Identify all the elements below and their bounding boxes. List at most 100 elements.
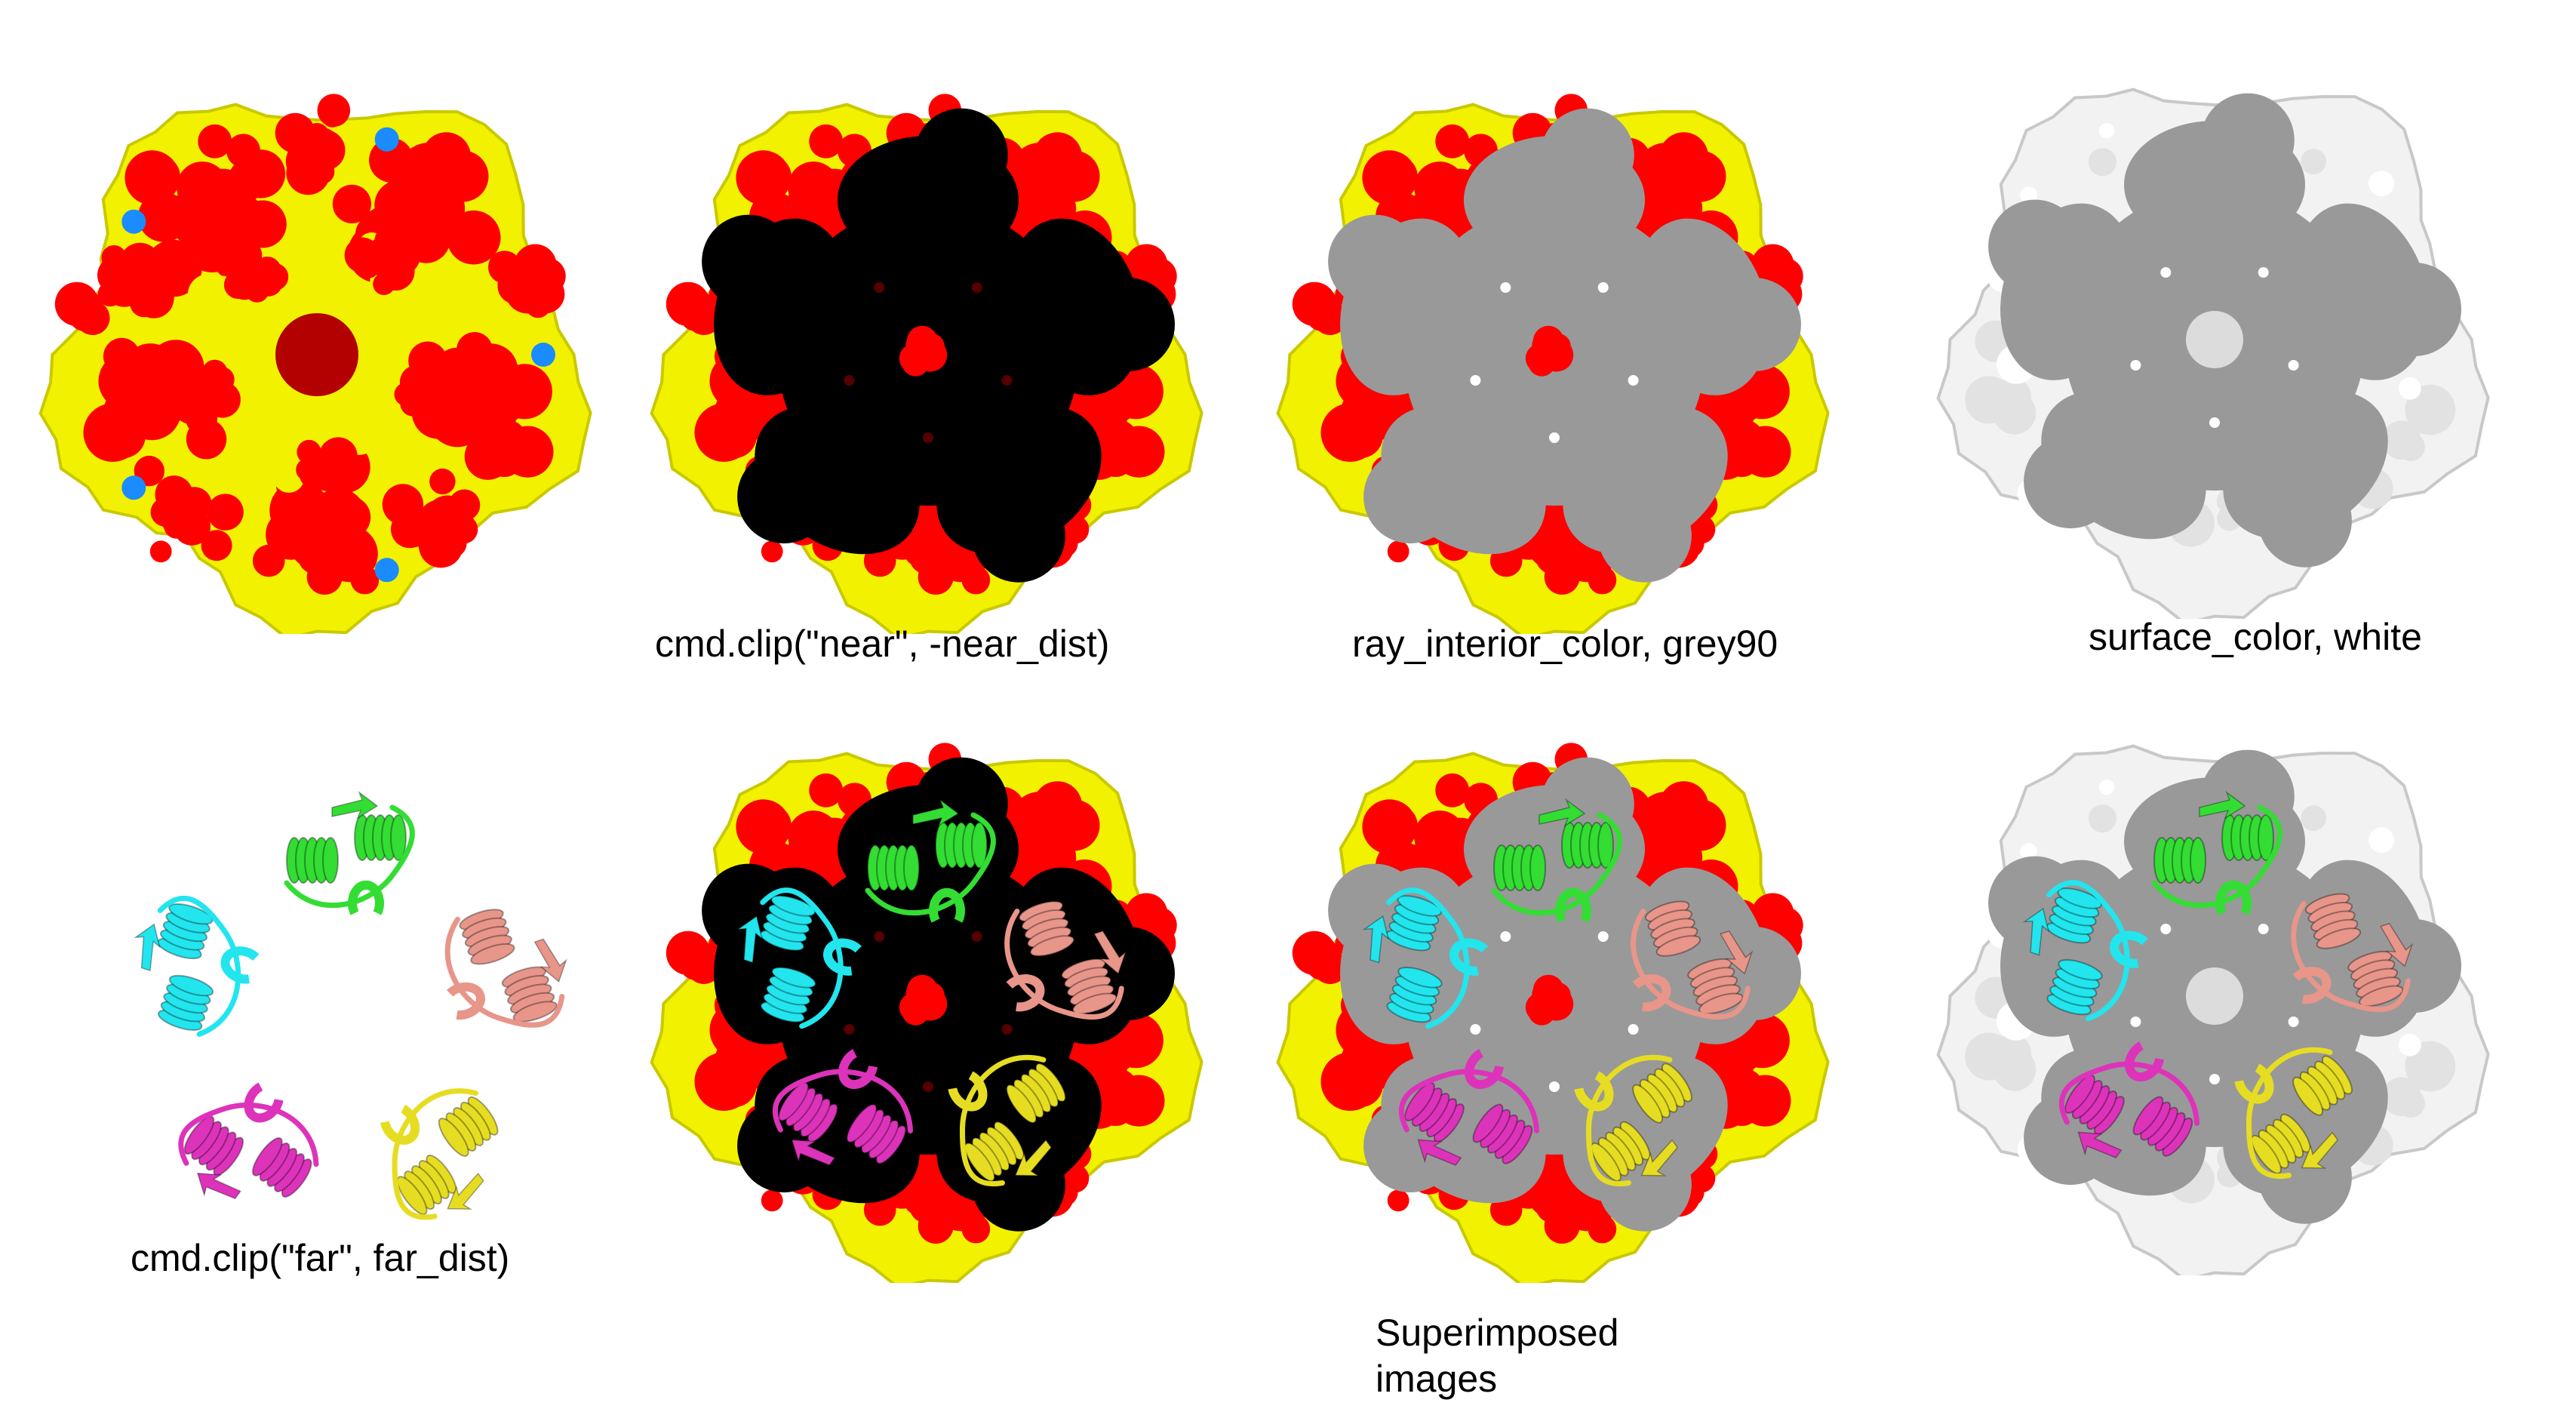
red-surface-domain (100, 413, 146, 459)
surface-bump (1993, 1047, 2037, 1091)
red-surface-domain (1305, 945, 1341, 981)
surface-bump (2020, 843, 2038, 860)
red-surface-domain (201, 530, 232, 561)
red-surface-domain (177, 361, 204, 389)
cartoon-yellow-chain (380, 1088, 499, 1220)
red-surface-domain (297, 439, 321, 465)
red-surface-domain (295, 141, 320, 166)
yellow-surface-region (358, 369, 395, 407)
blue-surface-patch (121, 475, 146, 500)
red-surface-domain (334, 454, 358, 477)
surface-bump (2405, 384, 2456, 435)
cartoon-magenta-chain (178, 1082, 319, 1200)
cartoon-green-chain (865, 798, 996, 923)
red-surface-domain (761, 540, 783, 563)
red-surface-domain (1337, 1062, 1383, 1108)
red-surface-domain (749, 155, 792, 198)
caption-interior-color: ray_interior_color, grey90 (1352, 623, 1778, 665)
surface-bump (2098, 123, 2115, 139)
colored-surface-image (38, 94, 592, 634)
surface-bump (2405, 1041, 2456, 1092)
cartoon-magenta-chain (2058, 1041, 2200, 1158)
red-surface-domain (505, 269, 550, 314)
red-surface-domain (1414, 161, 1466, 214)
red-surface-domain (788, 161, 840, 214)
surface-bump (2088, 148, 2116, 177)
red-surface-domain (155, 475, 193, 514)
cartoon-yellow-chain (1574, 1054, 1692, 1187)
caption-surface-color: surface_color, white (2089, 616, 2422, 658)
red-surface-domain (67, 296, 103, 332)
panel-far-clip-cartoon (60, 724, 634, 1298)
panel-near-clip-grey (1268, 60, 1841, 634)
red-surface-domain (141, 275, 176, 309)
red-surface-domain (226, 134, 260, 168)
surface-bump (2369, 827, 2395, 854)
yellow-surface-region (337, 400, 376, 438)
red-surface-domain (201, 380, 233, 411)
red-surface-domain (1435, 124, 1470, 158)
red-surface-domain (678, 945, 715, 981)
red-surface-domain (711, 413, 757, 459)
blue-surface-patch (121, 209, 146, 234)
red-surface-domain (1048, 799, 1100, 851)
red-surface-domain (1387, 1189, 1409, 1212)
blue-surface-patch (374, 558, 399, 583)
cartoon-cyan-chain (1362, 887, 1488, 1029)
red-surface-domain (1435, 773, 1470, 807)
far-clip-cartoon-image (134, 790, 567, 1220)
red-surface-domain (238, 266, 269, 297)
red-surface-domain (173, 508, 211, 546)
cartoon-yellow-chain (2234, 1047, 2353, 1180)
red-surface-domain (403, 374, 441, 411)
near-clip-grey-image (1276, 94, 1830, 634)
red-surface-domain (788, 811, 840, 863)
red-surface-domain (207, 494, 244, 531)
cartoon-salmon-chain (1631, 900, 1754, 1020)
yellow-surface-region (284, 251, 322, 289)
red-surface-domain (332, 184, 371, 223)
surface-bump (2088, 804, 2116, 833)
red-surface-domain (101, 245, 127, 271)
surface-bump (1993, 391, 2037, 435)
red-surface-domain (479, 377, 527, 424)
red-surface-domain (678, 296, 715, 332)
central-pore-surface (899, 992, 928, 1022)
yellow-surface-region (220, 298, 256, 334)
yellow-surface-region (320, 260, 346, 287)
red-surface-domain (749, 804, 792, 847)
red-surface-domain (252, 544, 285, 577)
surface-bump (2098, 780, 2115, 795)
panel-grey-clip-cartoon (1268, 709, 1841, 1283)
red-surface-domain (367, 237, 401, 271)
red-surface-domain (1376, 155, 1418, 198)
cartoon-salmon-chain (1004, 900, 1127, 1020)
cartoon-green-chain (284, 790, 415, 915)
red-surface-domain (418, 500, 460, 541)
red-surface-domain (429, 468, 456, 495)
central-pore-surface (899, 343, 928, 373)
caption-far-clip: cmd.clip("far", far_dist) (131, 1237, 510, 1279)
near-clip-black-image (650, 94, 1203, 634)
black-clip-cartoon-image (650, 743, 1203, 1283)
cartoon-yellow-chain (948, 1054, 1066, 1187)
panel-near-clip-black (641, 60, 1215, 634)
red-surface-domain (437, 150, 489, 202)
red-surface-domain (761, 1189, 783, 1212)
red-surface-domain (198, 124, 232, 158)
red-surface-domain (1048, 150, 1100, 202)
panel-black-clip-cartoon (641, 709, 1215, 1283)
cartoon-green-chain (1491, 798, 1622, 923)
surface-bump (2399, 1033, 2421, 1057)
white-surface-image (1936, 88, 2490, 619)
red-surface-domain (711, 1062, 757, 1108)
red-surface-domain (1674, 150, 1726, 202)
cartoon-salmon-chain (2291, 893, 2414, 1012)
red-surface-domain (809, 773, 844, 807)
red-surface-domain (138, 192, 189, 242)
red-surface-domain (187, 208, 226, 246)
cartoon-salmon-chain (444, 909, 567, 1028)
central-pore (275, 313, 358, 396)
red-surface-domain (149, 540, 172, 563)
surface-bump (2396, 1089, 2425, 1118)
